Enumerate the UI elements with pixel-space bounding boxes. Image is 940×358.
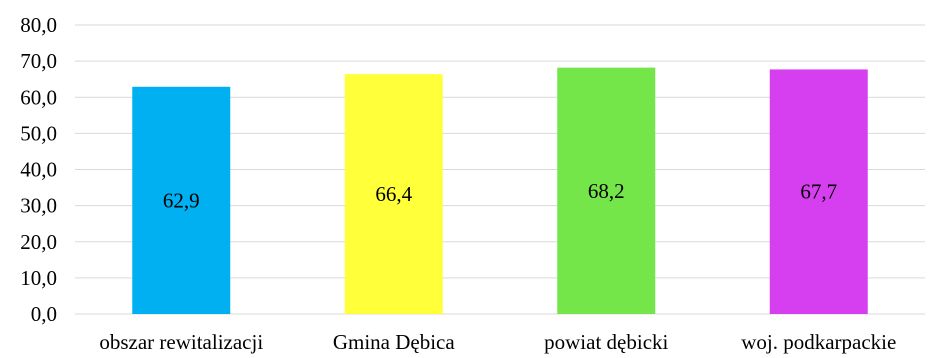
bar-value-label: 67,7	[800, 180, 837, 204]
category-label: powiat dębicki	[544, 330, 668, 354]
bar-value-label: 68,2	[588, 179, 625, 203]
category-labels: obszar rewitalizacji Gmina Dębica powiat d…	[99, 330, 896, 354]
y-tick-label: 40,0	[20, 158, 57, 182]
bar	[132, 86, 231, 315]
y-tick-label: 30,0	[20, 194, 57, 218]
y-tick-label: 20,0	[20, 230, 57, 254]
category-label: woj. podkarpackie	[741, 330, 896, 354]
bar	[769, 69, 868, 314]
bar	[557, 67, 656, 314]
bars	[132, 67, 868, 315]
bar-value-label: 66,4	[375, 182, 412, 206]
bar-value-label: 62,9	[163, 188, 200, 212]
category-label: obszar rewitalizacji	[99, 330, 263, 354]
bar	[344, 74, 443, 314]
y-tick-label: 80,0	[20, 13, 57, 37]
y-axis-tick-labels: 0,0 10,0 20,0 30,0 40,0 50,0 60,0 70,0 80,0	[20, 13, 57, 326]
y-tick-label: 60,0	[20, 85, 57, 109]
category-label: Gmina Dębica	[333, 330, 456, 354]
y-tick-label: 10,0	[20, 266, 57, 290]
y-tick-label: 0,0	[31, 302, 57, 326]
y-tick-label: 50,0	[20, 121, 57, 145]
y-tick-label: 70,0	[20, 49, 57, 73]
data-labels: 62,9 66,4 68,2 67,7	[163, 179, 837, 213]
